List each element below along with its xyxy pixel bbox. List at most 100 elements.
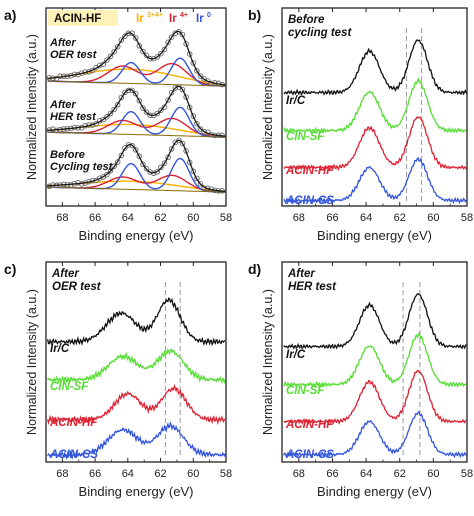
data-point xyxy=(186,104,193,111)
data-point xyxy=(168,146,175,152)
data-point xyxy=(100,61,107,67)
series-label: Before xyxy=(50,149,85,161)
series-label: ACIN-HF xyxy=(285,165,334,177)
data-point xyxy=(158,164,164,171)
panel-a: 68 66 64 62 60 58 Binding energy (eV) Normalize… xyxy=(4,7,232,243)
data-point xyxy=(122,33,128,40)
panel-title: After xyxy=(51,268,79,280)
series-label: ACIN-HF xyxy=(285,419,334,431)
panel-title: After xyxy=(287,268,315,280)
panel-label: a) xyxy=(4,7,16,23)
data-point xyxy=(107,53,114,59)
series-line xyxy=(46,384,226,426)
data-point xyxy=(197,126,204,132)
data-point xyxy=(118,94,125,101)
data-point xyxy=(165,97,171,103)
series-line xyxy=(283,369,467,426)
data-point xyxy=(176,137,182,144)
x-axis-label: Binding energy (eV) xyxy=(317,228,432,243)
data-point xyxy=(190,168,197,175)
x-tick-label: 62 xyxy=(394,212,406,224)
envelope-fit xyxy=(47,85,226,137)
series-label: After xyxy=(49,37,76,49)
data-point xyxy=(197,181,204,187)
x-tick-label: 62 xyxy=(154,468,166,480)
x-tick-label: 60 xyxy=(427,212,439,224)
data-point xyxy=(132,35,139,41)
data-point xyxy=(50,126,56,132)
panel-label: b) xyxy=(248,7,261,23)
data-point xyxy=(168,34,175,40)
x-tick-label: 68 xyxy=(293,212,305,224)
data-point xyxy=(197,73,204,79)
y-axis-label: Normalized Intensity (a.u.) xyxy=(25,34,39,180)
legend-entry-1: Ir xyxy=(169,13,177,25)
envelope-fit xyxy=(47,30,226,86)
x-tick-label: 62 xyxy=(394,468,406,480)
legend-entry-0: Ir xyxy=(136,13,144,25)
data-point xyxy=(136,153,143,160)
background-line xyxy=(47,131,226,138)
series-line xyxy=(283,116,467,172)
x-tick-label: 58 xyxy=(461,468,473,480)
data-point xyxy=(158,107,164,114)
x-tick-label: 66 xyxy=(326,468,338,480)
data-point xyxy=(154,54,161,60)
data-point xyxy=(165,39,171,45)
x-tick-label: 60 xyxy=(187,212,199,224)
plot-frame xyxy=(45,261,227,463)
series-line xyxy=(283,76,467,135)
data-point xyxy=(190,113,197,119)
data-point xyxy=(111,163,117,170)
panel-b: 68 66 64 62 60 58 Binding energy (eV) Normalize… xyxy=(248,7,473,243)
envelope-fit xyxy=(47,139,226,192)
data-point xyxy=(172,85,179,91)
panel-title: OER test xyxy=(52,281,102,293)
series-label: CIN-SF xyxy=(286,385,325,397)
data-point xyxy=(194,120,200,127)
x-tick-label: 58 xyxy=(220,212,232,224)
x-axis-label: Binding energy (eV) xyxy=(79,484,194,499)
series-line xyxy=(283,331,467,389)
series-line xyxy=(47,347,226,385)
data-point xyxy=(179,140,186,147)
x-tick-label: 66 xyxy=(89,468,101,480)
data-point xyxy=(132,147,139,153)
panel-label: c) xyxy=(4,261,16,277)
data-point xyxy=(154,110,161,117)
data-point xyxy=(114,43,121,50)
data-point xyxy=(107,110,114,117)
series-label: ACIN-HF xyxy=(49,417,98,429)
data-point xyxy=(179,86,186,93)
series-line xyxy=(283,293,467,350)
data-point xyxy=(46,183,53,190)
data-point xyxy=(161,104,168,110)
series-label: Ir/C xyxy=(50,343,70,355)
series-label: After xyxy=(49,99,76,111)
data-point xyxy=(129,87,135,94)
x-axis-label: Binding energy (eV) xyxy=(79,228,194,243)
panel-d: 68 66 64 62 60 58 Binding energy (eV) Normalize… xyxy=(248,261,473,499)
data-point xyxy=(143,109,150,115)
data-point xyxy=(96,175,103,181)
data-point xyxy=(183,94,189,100)
x-tick-label: 64 xyxy=(360,212,372,224)
data-point xyxy=(122,145,128,151)
series-label: Cycling test xyxy=(50,161,114,173)
legend-entry-sup: 0 xyxy=(207,12,211,19)
series-label: HER test xyxy=(50,111,97,123)
legend-entry-sup: 3+4+ xyxy=(147,12,163,19)
data-point xyxy=(118,37,125,43)
series-line xyxy=(47,421,226,461)
data-point xyxy=(75,179,81,186)
data-point xyxy=(114,102,121,108)
data-point xyxy=(140,105,146,111)
panel-title: Before xyxy=(288,14,325,26)
x-tick-label: 60 xyxy=(187,468,199,480)
data-point xyxy=(111,106,117,113)
series-line xyxy=(46,297,226,347)
x-tick-label: 68 xyxy=(293,468,305,480)
legend-title-box xyxy=(48,10,118,26)
y-axis-label: Normalized Intensity (a.u.) xyxy=(261,289,275,435)
